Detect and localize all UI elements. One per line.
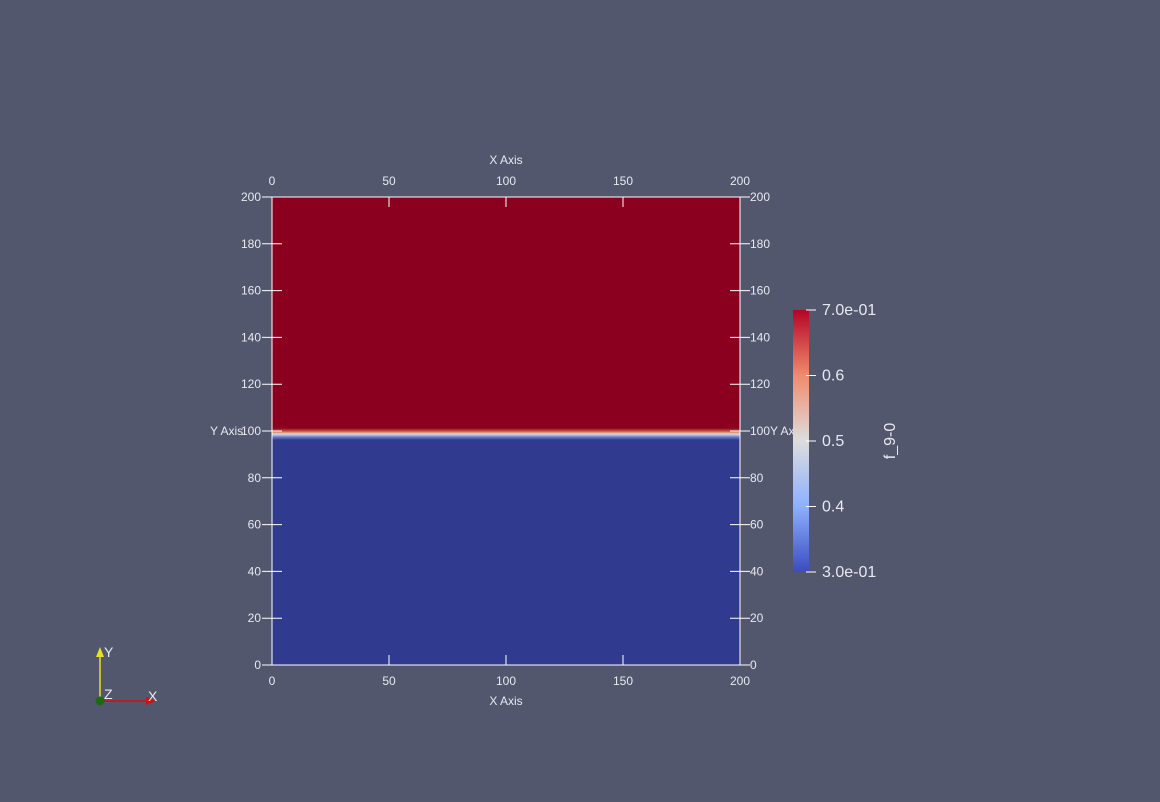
x-axis-title-top: X Axis	[489, 153, 522, 167]
colorbar-title: f_9-0	[882, 423, 899, 460]
y-tick-label-left: 160	[241, 284, 261, 298]
colorbar-tick-label: 7.0e-01	[822, 302, 876, 319]
y-tick-label-right: 160	[750, 284, 770, 298]
colorbar-gradient	[793, 310, 809, 572]
y-tick-label-right: 140	[750, 330, 770, 344]
x-arrow-head	[146, 697, 156, 705]
x-tick-label-bottom: 50	[382, 674, 396, 688]
colorbar-tick-label: 0.6	[822, 368, 844, 385]
y-arrow-head	[96, 647, 104, 657]
x-tick-label-bottom: 200	[730, 674, 750, 688]
y-tick-label-right: 180	[750, 237, 770, 251]
colorbar-tick-label: 0.4	[822, 499, 844, 516]
x-tick-label-top: 50	[382, 174, 396, 188]
x-tick-label-top: 0	[269, 174, 276, 188]
y-tick-label-right: 120	[750, 377, 770, 391]
z-axis-dot	[95, 696, 105, 706]
y-tick-label-right: 60	[750, 518, 764, 532]
x-tick-label-bottom: 0	[269, 674, 276, 688]
x-tick-label-bottom: 150	[613, 674, 633, 688]
y-tick-label-right: 0	[750, 658, 757, 672]
y-tick-label-left: 60	[248, 518, 262, 532]
y-tick-label-right: 80	[750, 471, 764, 485]
y-tick-label-left: 100	[241, 424, 261, 438]
colorbar-ticks: 7.0e-01 0.6 0.5 0.4 3.0e-01	[806, 302, 876, 581]
y-axis-title-left: Y Axis	[210, 424, 243, 438]
x-tick-label-top: 100	[496, 174, 516, 188]
y-tick-label-left: 20	[248, 611, 262, 625]
y-tick-label-right: 20	[750, 611, 764, 625]
y-tick-label-left: 40	[248, 564, 262, 578]
y-tick-label-left: 80	[248, 471, 262, 485]
y-tick-label-left: 180	[241, 237, 261, 251]
y-axis-title-right: Y Ax	[770, 424, 794, 438]
triad-y-label: Y	[104, 644, 114, 660]
colorbar-tick-label: 0.5	[822, 433, 844, 450]
colorbar: 7.0e-01 0.6 0.5 0.4 3.0e-01 f_9-0	[793, 302, 899, 581]
field-plot	[272, 197, 740, 665]
y-tick-label-left: 200	[241, 190, 261, 204]
x-tick-label-top: 150	[613, 174, 633, 188]
orientation-triad: Y X Z	[95, 644, 158, 706]
y-tick-label-left: 0	[254, 658, 261, 672]
triad-z-label: Z	[104, 686, 113, 702]
y-tick-label-right: 40	[750, 564, 764, 578]
lower-region	[272, 431, 740, 665]
y-tick-label-right: 200	[750, 190, 770, 204]
y-tick-label-right: 100	[750, 424, 770, 438]
x-tick-label-top: 200	[730, 174, 750, 188]
colorbar-tick-label: 3.0e-01	[822, 564, 876, 581]
triad-x-label: X	[148, 688, 158, 704]
x-axis-title-bottom: X Axis	[489, 694, 522, 708]
interface-band	[272, 428, 740, 440]
x-tick-label-bottom: 100	[496, 674, 516, 688]
upper-region	[272, 197, 740, 431]
y-tick-label-left: 140	[241, 330, 261, 344]
y-tick-label-left: 120	[241, 377, 261, 391]
